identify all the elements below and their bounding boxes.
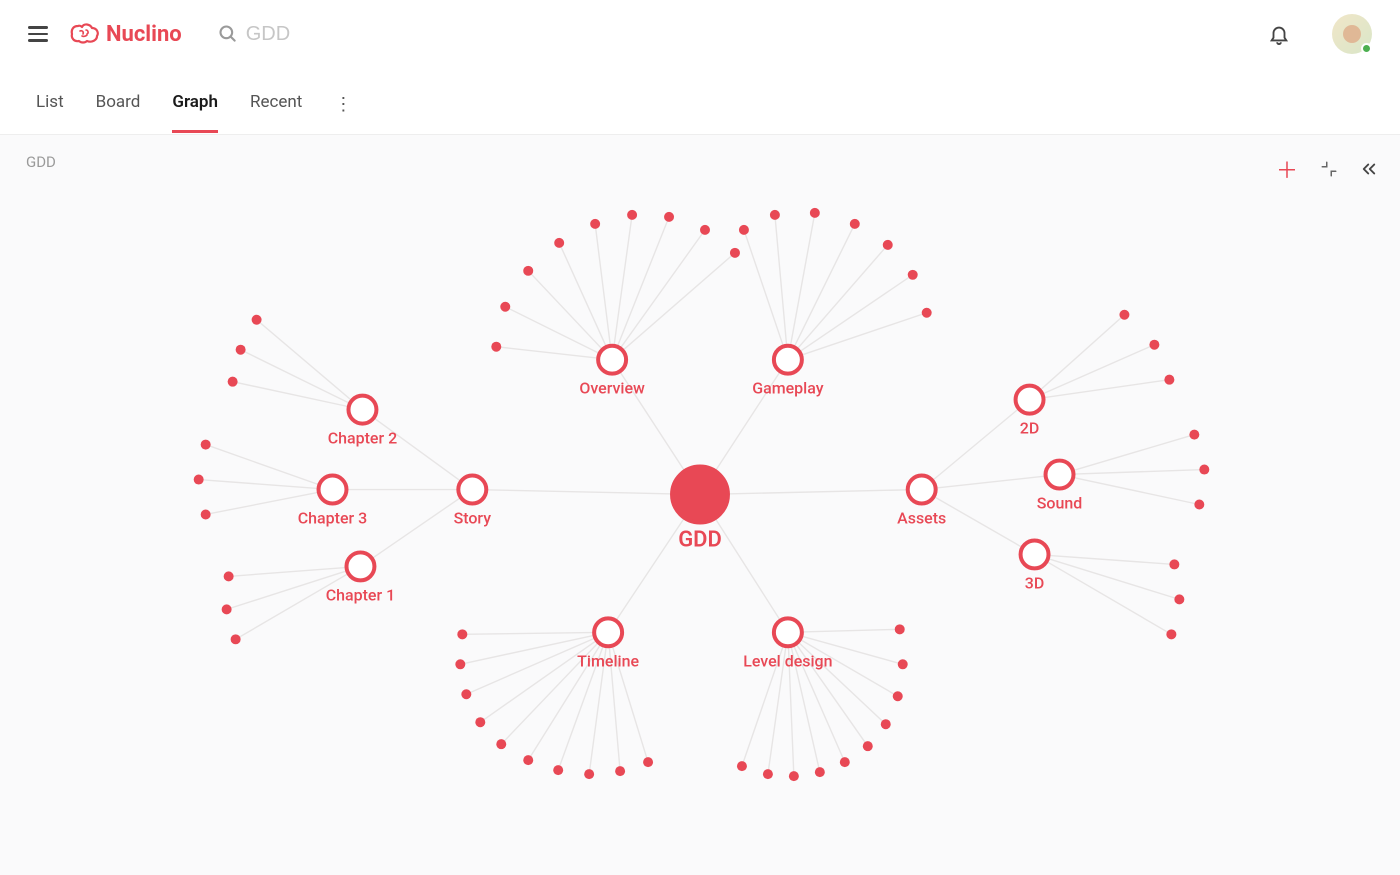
svg-text:3D: 3D: [1025, 573, 1045, 592]
svg-text:Chapter 1: Chapter 1: [326, 585, 395, 604]
svg-text:Chapter 2: Chapter 2: [328, 429, 397, 448]
svg-text:Gameplay: Gameplay: [752, 379, 823, 398]
svg-text:2D: 2D: [1020, 419, 1040, 438]
tab-graph[interactable]: Graph: [172, 92, 218, 133]
svg-text:Level design: Level design: [743, 651, 832, 670]
brand-logo[interactable]: Nuclino: [70, 22, 182, 47]
menu-button[interactable]: [28, 22, 52, 46]
graph-svg: Overview Gameplay Assets 2D Sound 3D Level des…: [0, 135, 1400, 875]
search-icon: [218, 24, 238, 44]
tab-list[interactable]: List: [36, 92, 64, 133]
view-tabs: List Board Graph Recent ⋮: [0, 68, 1400, 134]
user-avatar[interactable]: [1332, 14, 1372, 54]
svg-text:Chapter 3: Chapter 3: [298, 508, 367, 527]
search-input[interactable]: [246, 23, 466, 46]
notifications-icon[interactable]: [1268, 23, 1290, 45]
presence-dot: [1361, 43, 1372, 54]
svg-text:Overview: Overview: [579, 379, 645, 398]
brand-name: Nuclino: [106, 22, 182, 47]
tab-recent[interactable]: Recent: [250, 92, 302, 133]
svg-text:GDD: GDD: [678, 527, 722, 552]
tab-board[interactable]: Board: [96, 92, 141, 133]
tabs-more-icon[interactable]: ⋮: [334, 94, 350, 133]
svg-text:Assets: Assets: [897, 508, 946, 527]
svg-text:Story: Story: [454, 508, 492, 527]
graph-canvas[interactable]: GDD ＋ OverviewGameplayAssets2DSound3DLev…: [0, 134, 1400, 875]
svg-text:Timeline: Timeline: [577, 651, 639, 670]
svg-text:Sound: Sound: [1037, 493, 1083, 512]
brain-icon: [70, 22, 100, 46]
